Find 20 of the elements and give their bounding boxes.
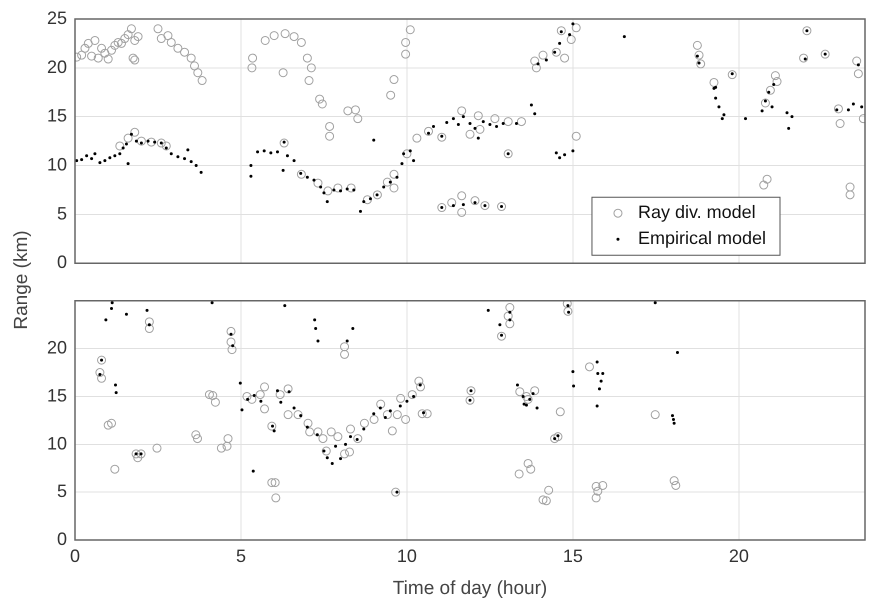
x-tick-label: 5: [236, 546, 246, 566]
y-tick-label: 20: [46, 338, 67, 358]
x-axis-title: Time of day (hour): [392, 578, 548, 599]
y-tick-label: 0: [56, 252, 67, 272]
y-tick-label: 5: [56, 203, 67, 224]
legend-label: Empirical model: [638, 228, 766, 248]
x-tick-label: 0: [70, 546, 80, 566]
y-tick-label: 20: [46, 56, 67, 77]
y-tick-label: 15: [46, 106, 67, 126]
x-tick-label: 20: [728, 546, 749, 566]
y-axis-title: Range (km): [11, 230, 33, 330]
y-tick-label: 0: [56, 528, 67, 549]
x-tick-label: 15: [562, 546, 583, 566]
y-tick-label: 10: [46, 154, 67, 174]
x-tick-label: 10: [396, 546, 417, 566]
y-tick-label: 15: [46, 385, 67, 406]
y-tick-label: 10: [46, 433, 67, 454]
y-tick-label: 5: [56, 481, 67, 502]
y-tick-label: 25: [46, 8, 67, 28]
legend-label: Ray div. model: [638, 202, 756, 222]
